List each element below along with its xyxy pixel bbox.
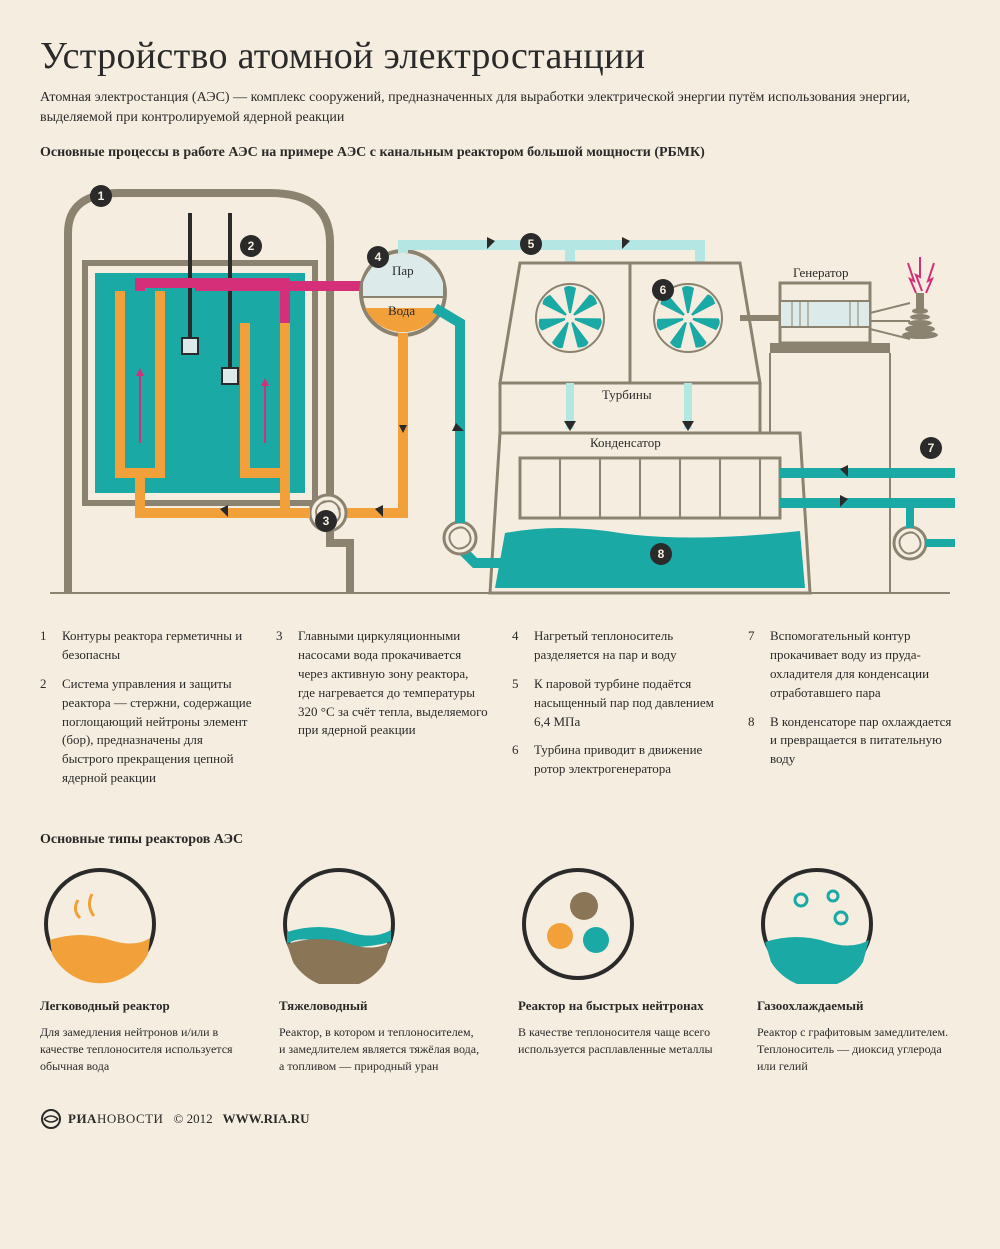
legend-column: 3Главными циркуляционными насосами вода … bbox=[276, 627, 488, 798]
reactor-heavy: Тяжеловодный Реактор, в котором и теплон… bbox=[279, 864, 482, 1074]
label-steam: Пар bbox=[392, 263, 414, 279]
legend-text: Система управления и защиты реактора — с… bbox=[62, 675, 252, 788]
label-condenser: Конденсатор bbox=[590, 435, 661, 451]
reactor-name: Реактор на быстрых нейтронах bbox=[518, 998, 721, 1014]
reactor-desc: Реактор с графитовым замедлителем. Тепло… bbox=[757, 1024, 960, 1074]
legend-item-5: 5К паровой турбине подаётся насыщенный п… bbox=[512, 675, 724, 732]
label-water: Вода bbox=[388, 303, 415, 319]
legend-column: 7Вспомогательный контур прокачивает воду… bbox=[748, 627, 960, 798]
reactor-icon bbox=[518, 864, 638, 984]
legend-item-6: 6Турбина приводит в движение ротор элект… bbox=[512, 741, 724, 779]
reactor-name: Газоохлаждаемый bbox=[757, 998, 960, 1014]
footer-logo: РИАНОВОСТИ bbox=[40, 1108, 163, 1130]
reactor-icon bbox=[757, 864, 877, 984]
legend-num: 8 bbox=[748, 713, 770, 770]
legend-column: 4Нагретый теплоноситель разделяется на п… bbox=[512, 627, 724, 798]
legend-num: 3 bbox=[276, 627, 298, 740]
legend-item-3: 3Главными циркуляционными насосами вода … bbox=[276, 627, 488, 740]
reactor-desc: В качестве теплоносителя чаще всего испо… bbox=[518, 1024, 721, 1058]
label-generator: Генератор bbox=[793, 265, 848, 281]
legend-item-7: 7Вспомогательный контур прокачивает воду… bbox=[748, 627, 960, 702]
logo-icon bbox=[40, 1108, 62, 1130]
legend-text: Вспомогательный контур прокачивает воду … bbox=[770, 627, 960, 702]
legend-text: Главными циркуляционными насосами вода п… bbox=[298, 627, 488, 740]
legend-text: В конденсаторе пар охлаждается и превращ… bbox=[770, 713, 960, 770]
reactor-icon bbox=[40, 864, 160, 984]
page-subtitle: Атомная электростанция (АЭС) — комплекс … bbox=[40, 88, 940, 127]
legend-column: 1Контуры реактора герметичны и безопасны… bbox=[40, 627, 252, 798]
legend-num: 4 bbox=[512, 627, 534, 665]
reactor-desc: Реактор, в котором и теплоносителем, и з… bbox=[279, 1024, 482, 1074]
legend-num: 1 bbox=[40, 627, 62, 665]
footer-brand: РИАНОВОСТИ bbox=[68, 1111, 163, 1127]
legend-item-8: 8В конденсаторе пар охлаждается и превра… bbox=[748, 713, 960, 770]
reactor-name: Тяжеловодный bbox=[279, 998, 482, 1014]
reactor-icon bbox=[279, 864, 399, 984]
legend-text: Турбина приводит в движение ротор электр… bbox=[534, 741, 724, 779]
reactor-light: Легководный реактор Для замедления нейтр… bbox=[40, 864, 243, 1074]
legend-num: 5 bbox=[512, 675, 534, 732]
section-heading-processes: Основные процессы в работе АЭС на пример… bbox=[40, 145, 960, 161]
legend-num: 6 bbox=[512, 741, 534, 779]
legend-num: 2 bbox=[40, 675, 62, 788]
diagram-svg bbox=[40, 173, 960, 603]
reactor-name: Легководный реактор bbox=[40, 998, 243, 1014]
legend-item-2: 2Система управления и защиты реактора — … bbox=[40, 675, 252, 788]
legend-item-1: 1Контуры реактора герметичны и безопасны bbox=[40, 627, 252, 665]
legend: 1Контуры реактора герметичны и безопасны… bbox=[40, 627, 960, 798]
legend-text: Контуры реактора герметичны и безопасны bbox=[62, 627, 252, 665]
main-diagram: 12345678 Пар Вода Турбины Генератор Конд… bbox=[40, 173, 960, 603]
section-heading-reactors: Основные типы реакторов АЭС bbox=[40, 832, 960, 848]
page-title: Устройство атомной электростанции bbox=[40, 34, 960, 78]
label-turbines: Турбины bbox=[602, 387, 652, 403]
footer-url: WWW.RIA.RU bbox=[223, 1111, 310, 1127]
reactor-types: Легководный реактор Для замедления нейтр… bbox=[40, 864, 960, 1074]
legend-item-4: 4Нагретый теплоноситель разделяется на п… bbox=[512, 627, 724, 665]
reactor-gas: Газоохлаждаемый Реактор с графитовым зам… bbox=[757, 864, 960, 1074]
legend-text: Нагретый теплоноситель разделяется на па… bbox=[534, 627, 724, 665]
reactor-desc: Для замедления нейтронов и/или в качеств… bbox=[40, 1024, 243, 1074]
footer: РИАНОВОСТИ © 2012 WWW.RIA.RU bbox=[40, 1108, 960, 1130]
footer-copyright: © 2012 bbox=[173, 1111, 212, 1127]
reactor-fast: Реактор на быстрых нейтронах В качестве … bbox=[518, 864, 721, 1074]
legend-text: К паровой турбине подаётся насыщенный па… bbox=[534, 675, 724, 732]
legend-num: 7 bbox=[748, 627, 770, 702]
